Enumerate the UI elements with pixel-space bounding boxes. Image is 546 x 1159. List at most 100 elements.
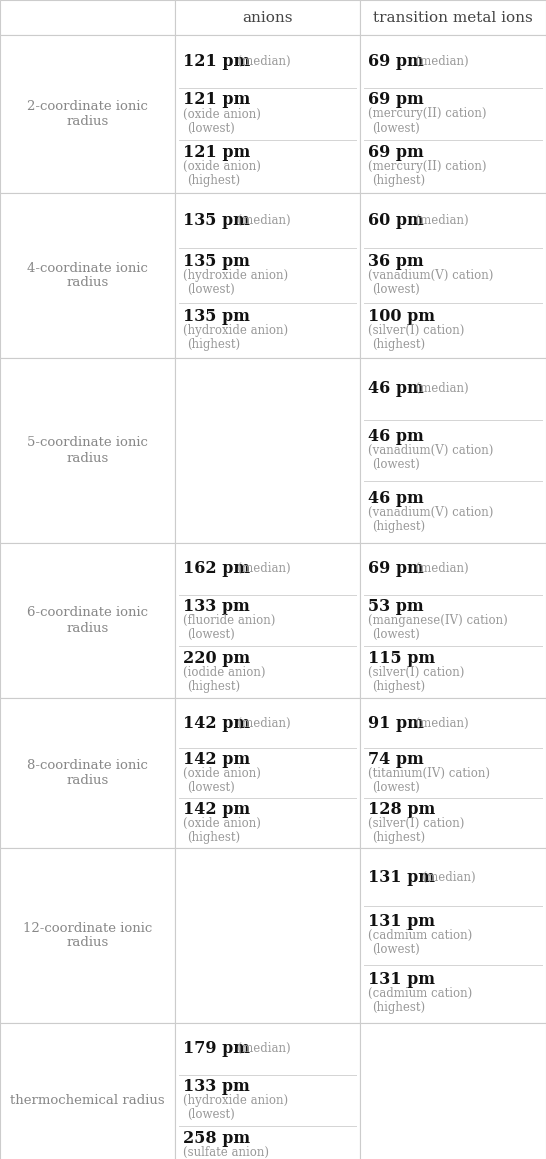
Text: (median): (median) [415,870,476,883]
Text: (hydroxide anion): (hydroxide anion) [183,269,288,282]
Bar [0,544,175,698]
Text: (highest): (highest) [372,679,425,693]
Text: (lowest): (lowest) [372,628,420,641]
Text: 2-coordinate ionic
radius: 2-coordinate ionic radius [27,100,148,127]
Text: anions: anions [242,10,293,24]
Text: (silver(I) cation): (silver(I) cation) [368,665,465,679]
Bar [175,698,360,848]
Text: (titanium(IV) cation): (titanium(IV) cation) [368,766,490,780]
Bar [175,0,360,35]
Text: (highest): (highest) [187,338,240,351]
Bar [0,0,175,35]
Bar [0,848,175,1023]
Text: (mercury(II) cation): (mercury(II) cation) [368,108,486,121]
Text: (median): (median) [408,54,468,68]
Text: (lowest): (lowest) [187,122,235,134]
Bar [0,358,175,544]
Text: 128 pm: 128 pm [368,801,435,817]
Bar [0,698,175,848]
Text: (vanadium(V) cation): (vanadium(V) cation) [368,269,494,282]
Text: 8-coordinate ionic
radius: 8-coordinate ionic radius [27,759,148,787]
Text: 74 pm: 74 pm [368,751,424,767]
Text: 12-coordinate ionic
radius: 12-coordinate ionic radius [23,921,152,949]
Text: 135 pm: 135 pm [183,308,250,325]
Text: 69 pm: 69 pm [368,92,424,109]
Text: (highest): (highest) [372,519,425,533]
Text: thermochemical radius: thermochemical radius [10,1094,165,1107]
Text: 36 pm: 36 pm [368,253,424,270]
Text: (oxide anion): (oxide anion) [183,160,261,173]
Text: 60 pm: 60 pm [368,212,424,229]
Text: (median): (median) [408,562,468,575]
Text: (manganese(IV) cation): (manganese(IV) cation) [368,614,508,627]
Text: (hydroxide anion): (hydroxide anion) [183,325,288,337]
Text: (highest): (highest) [187,831,240,844]
Text: 91 pm: 91 pm [368,714,424,731]
Bar [360,194,546,358]
Text: (mercury(II) cation): (mercury(II) cation) [368,160,486,173]
Text: (lowest): (lowest) [372,943,420,956]
Text: (median): (median) [408,382,468,395]
Text: 258 pm: 258 pm [183,1130,250,1146]
Text: 142 pm: 142 pm [183,714,250,731]
Text: (fluoride anion): (fluoride anion) [183,614,275,627]
Text: 133 pm: 133 pm [183,598,250,615]
Text: (oxide anion): (oxide anion) [183,766,261,780]
Text: 131 pm: 131 pm [368,868,435,885]
Text: 131 pm: 131 pm [368,971,435,989]
Text: (silver(I) cation): (silver(I) cation) [368,325,465,337]
Bar [175,194,360,358]
Bar [0,194,175,358]
Text: (vanadium(V) cation): (vanadium(V) cation) [368,444,494,457]
Text: (median): (median) [230,562,290,575]
Text: (highest): (highest) [372,831,425,844]
Text: 69 pm: 69 pm [368,144,424,161]
Text: (lowest): (lowest) [187,1108,235,1121]
Bar [0,1023,175,1159]
Text: 142 pm: 142 pm [183,801,250,817]
Text: (sulfate anion): (sulfate anion) [183,1145,269,1159]
Text: 53 pm: 53 pm [368,598,424,615]
Bar [175,544,360,698]
Text: (iodide anion): (iodide anion) [183,665,265,679]
Text: 162 pm: 162 pm [183,560,250,577]
Text: 121 pm: 121 pm [183,92,250,109]
Text: (oxide anion): (oxide anion) [183,108,261,121]
Bar [360,358,546,544]
Bar [360,35,546,194]
Text: (lowest): (lowest) [372,780,420,794]
Bar [0,35,175,194]
Text: (cadmium cation): (cadmium cation) [368,930,472,942]
Bar [360,848,546,1023]
Text: (vanadium(V) cation): (vanadium(V) cation) [368,505,494,519]
Text: (median): (median) [230,1042,290,1056]
Text: 46 pm: 46 pm [368,428,424,445]
Text: 135 pm: 135 pm [183,212,250,229]
Text: 179 pm: 179 pm [183,1041,250,1057]
Text: (lowest): (lowest) [372,122,420,134]
Text: 46 pm: 46 pm [368,380,424,398]
Text: (median): (median) [408,214,468,227]
Text: (lowest): (lowest) [187,780,235,794]
Bar [360,0,546,35]
Text: transition metal ions: transition metal ions [373,10,533,24]
Text: (median): (median) [230,716,290,729]
Text: 4-coordinate ionic
radius: 4-coordinate ionic radius [27,262,148,290]
Text: (lowest): (lowest) [187,628,235,641]
Text: (median): (median) [408,716,468,729]
Text: 69 pm: 69 pm [368,560,424,577]
Text: (highest): (highest) [372,174,425,187]
Text: (highest): (highest) [187,679,240,693]
Text: 46 pm: 46 pm [368,489,424,506]
Bar [175,358,360,544]
Bar [175,35,360,194]
Bar [360,698,546,848]
Text: 220 pm: 220 pm [183,650,250,666]
Text: (highest): (highest) [187,174,240,187]
Bar [175,1023,360,1159]
Text: (median): (median) [230,214,290,227]
Text: (highest): (highest) [372,338,425,351]
Text: 131 pm: 131 pm [368,913,435,930]
Text: (lowest): (lowest) [372,458,420,471]
Text: (highest): (highest) [372,1001,425,1014]
